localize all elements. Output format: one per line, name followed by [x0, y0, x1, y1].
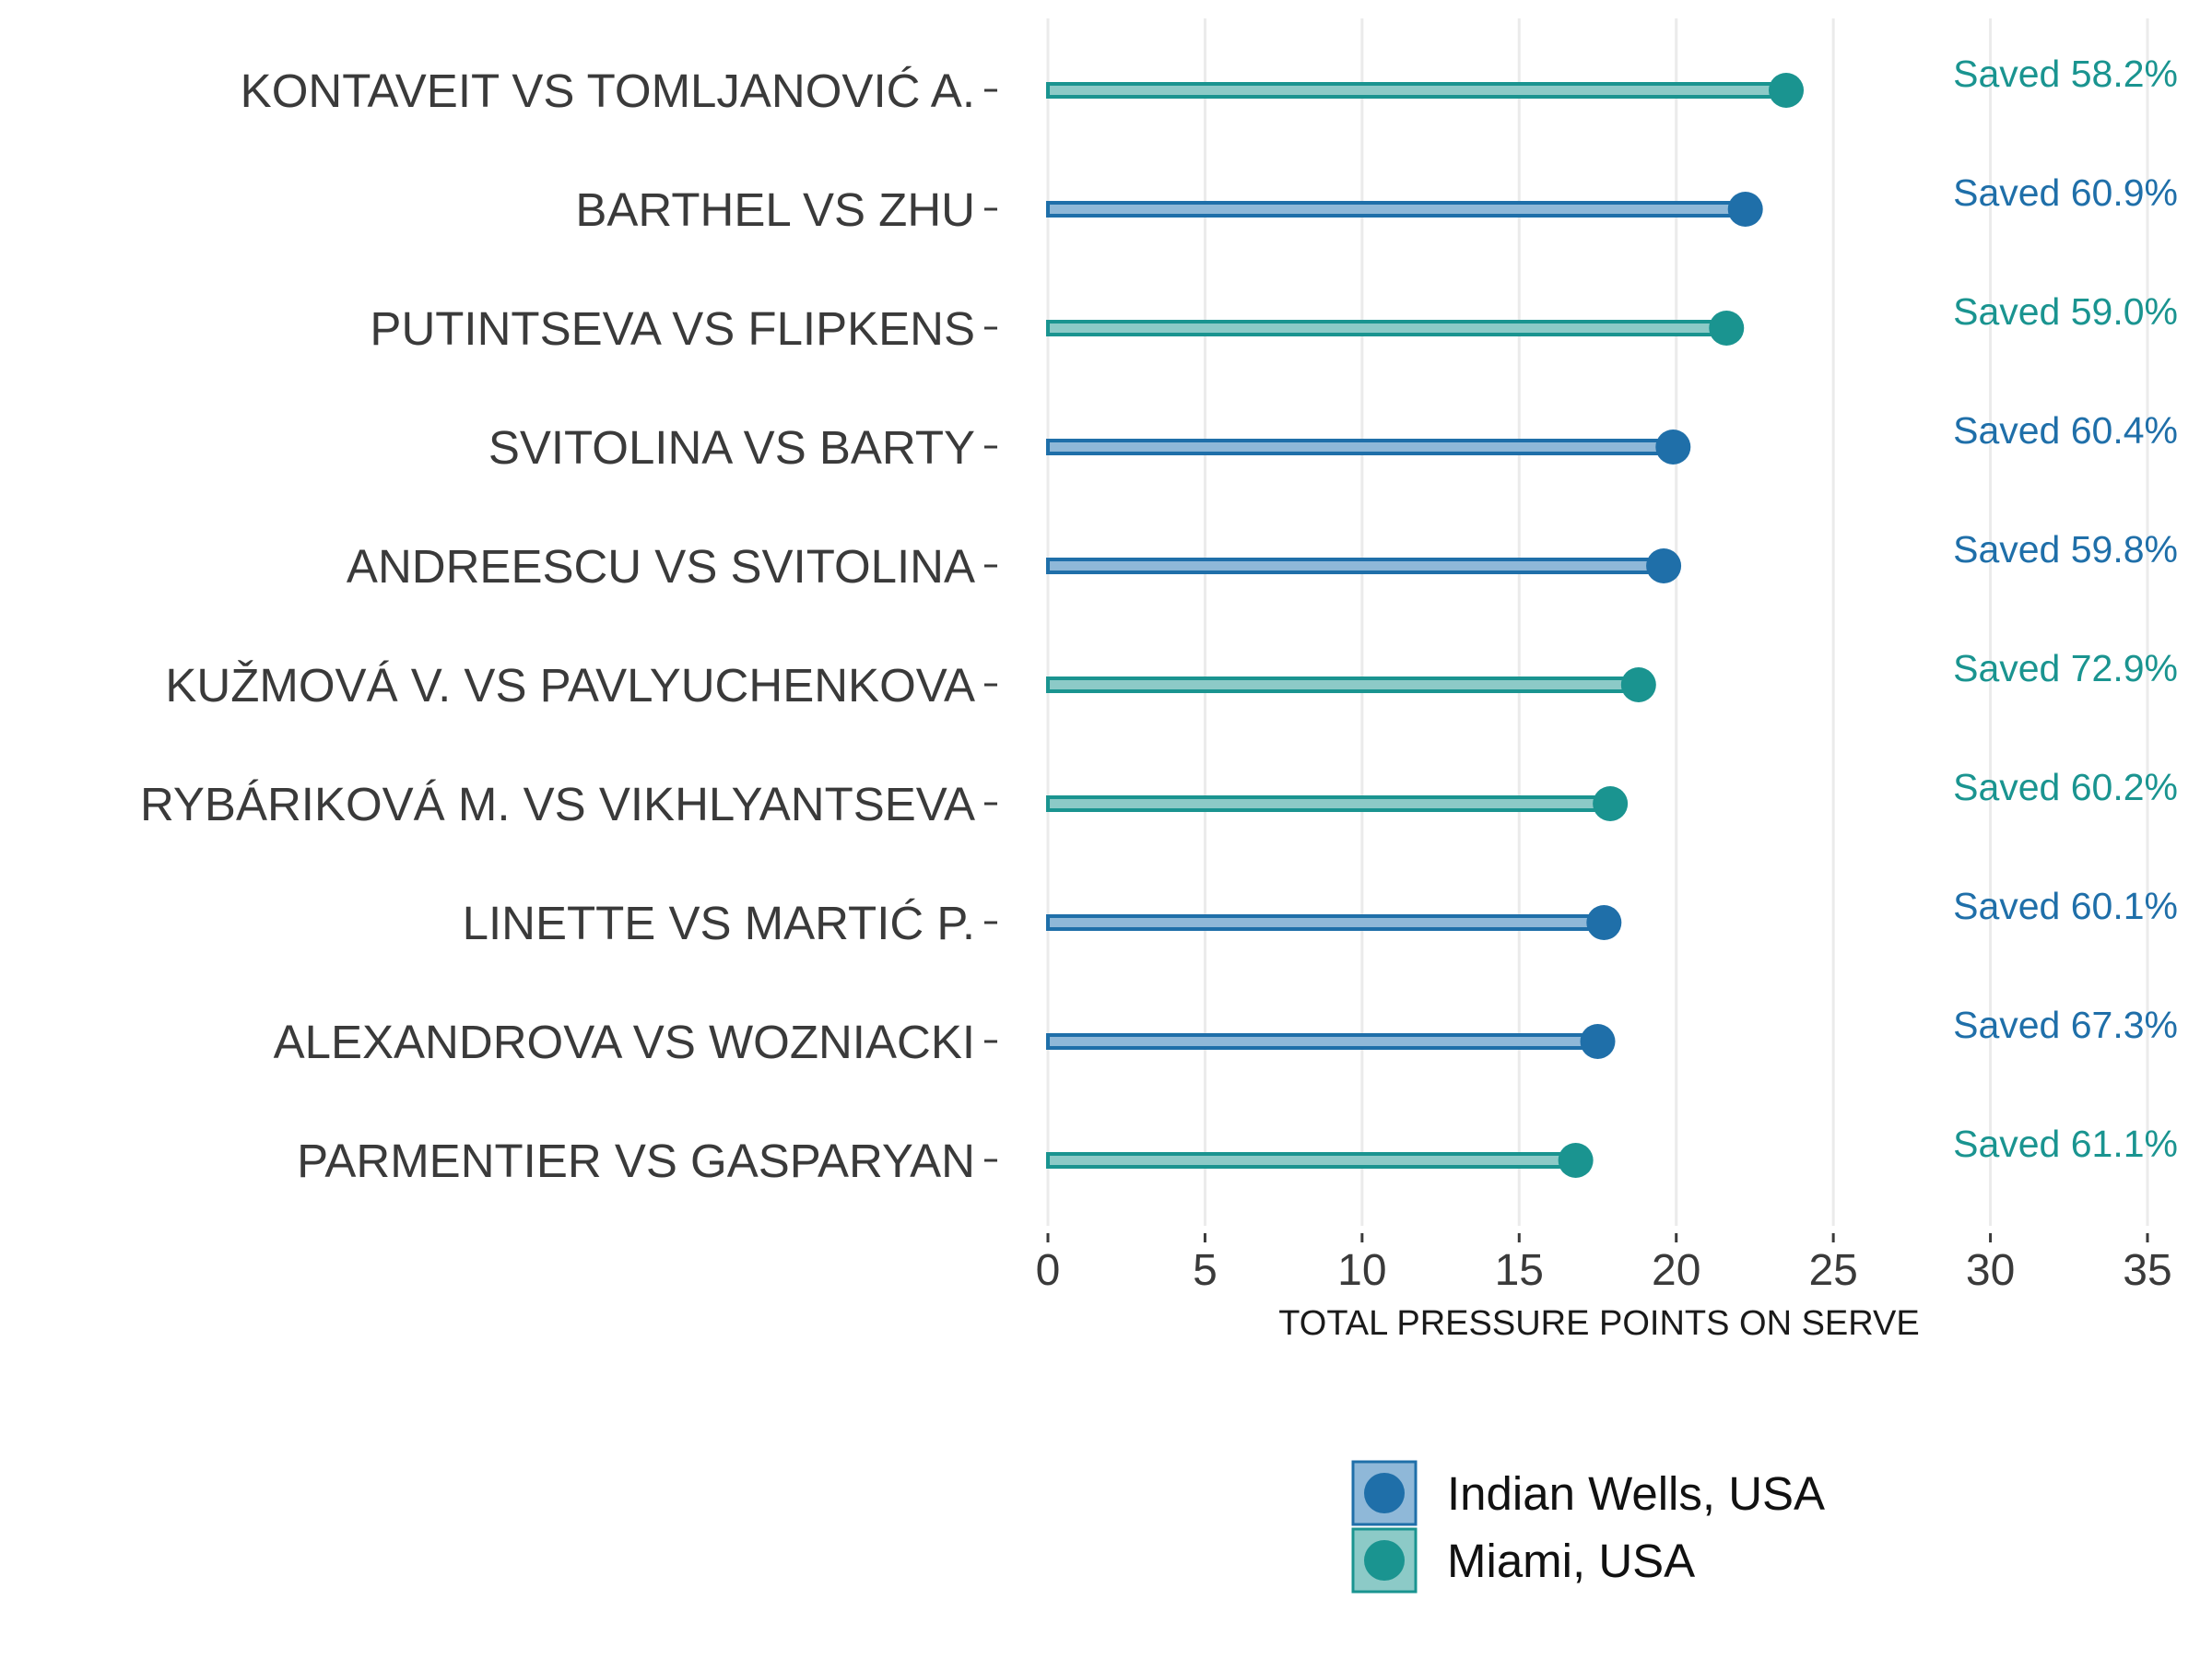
category-label: RYBÁRIKOVÁ M. VS VIKHLYANTSEVA — [140, 778, 975, 830]
saved-annotations: Saved 58.2% Saved 60.9% Saved 59.0% Saved 6… — [1953, 53, 2178, 1165]
data-point — [1727, 192, 1763, 227]
category-label: PUTINTSEVA VS FLIPKENS — [370, 302, 975, 355]
legend: Indian Wells, USA Miami, USA — [1351, 1460, 1825, 1594]
data-point — [1593, 786, 1629, 821]
category-label: LINETTE VS MARTIĆ P. — [463, 897, 975, 949]
x-tick-label: 20 — [1652, 1246, 1700, 1295]
data-point — [1558, 1143, 1594, 1178]
data-point — [1620, 667, 1656, 702]
category-label: KUŽMOVÁ V. VS PAVLYUCHENKOVA — [165, 659, 975, 712]
x-tick-label: 25 — [1808, 1246, 1857, 1295]
saved-annotation: Saved 60.9% — [1953, 171, 2178, 214]
x-axis: 0 5 10 15 20 25 30 35 — [1036, 1233, 2172, 1295]
category-labels: KONTAVEIT VS TOMLJANOVIĆ A. BARTHEL VS ZH… — [140, 65, 997, 1187]
data-point — [1769, 73, 1805, 108]
category-label: SVITOLINA VS BARTY — [488, 421, 975, 474]
saved-annotation: Saved 60.2% — [1953, 766, 2178, 808]
bar — [1046, 439, 1676, 455]
data-point — [1709, 311, 1745, 346]
saved-annotation: Saved 61.1% — [1953, 1123, 2178, 1165]
saved-annotation: Saved 58.2% — [1953, 53, 2178, 95]
saved-annotation: Saved 60.1% — [1953, 885, 2178, 927]
x-tick-label: 15 — [1495, 1246, 1544, 1295]
x-axis-title: TOTAL PRESSURE POINTS ON SERVE — [1278, 1304, 1919, 1343]
bar — [1046, 677, 1641, 693]
saved-annotation: Saved 60.4% — [1953, 409, 2178, 452]
bar — [1046, 201, 1747, 218]
data-point — [1646, 548, 1682, 583]
bar — [1046, 795, 1613, 812]
saved-annotation: Saved 59.8% — [1953, 528, 2178, 571]
x-tick-label: 0 — [1036, 1246, 1061, 1295]
category-label: ALEXANDROVA VS WOZNIACKI — [274, 1016, 975, 1068]
category-label: BARTHEL VS ZHU — [575, 183, 975, 236]
legend-label: Miami, USA — [1447, 1535, 1695, 1587]
grid-lines — [1046, 18, 2149, 1226]
x-tick-label: 30 — [1966, 1246, 2015, 1295]
x-tick-label: 35 — [2123, 1246, 2171, 1295]
category-label: KONTAVEIT VS TOMLJANOVIĆ A. — [241, 65, 975, 117]
bar — [1046, 914, 1606, 931]
saved-annotation: Saved 72.9% — [1953, 647, 2178, 689]
category-label: PARMENTIER VS GASPARYAN — [297, 1135, 975, 1187]
legend-label: Indian Wells, USA — [1447, 1467, 1825, 1520]
data-point — [1586, 905, 1622, 940]
bar — [1046, 558, 1666, 574]
data-point — [1655, 429, 1691, 465]
saved-annotation: Saved 59.0% — [1953, 290, 2178, 333]
bars — [1046, 73, 1805, 1178]
saved-annotation: Saved 67.3% — [1953, 1004, 2178, 1046]
x-tick-label: 5 — [1193, 1246, 1218, 1295]
category-label: ANDREESCU VS SVITOLINA — [347, 540, 975, 593]
legend-point — [1364, 1473, 1405, 1513]
bar — [1046, 82, 1789, 99]
legend-point — [1364, 1540, 1405, 1581]
x-tick-label: 10 — [1337, 1246, 1386, 1295]
bar — [1046, 320, 1729, 336]
bar — [1046, 1033, 1600, 1050]
data-point — [1580, 1024, 1616, 1059]
legend-key — [1351, 1527, 1418, 1594]
bar — [1046, 1152, 1578, 1169]
